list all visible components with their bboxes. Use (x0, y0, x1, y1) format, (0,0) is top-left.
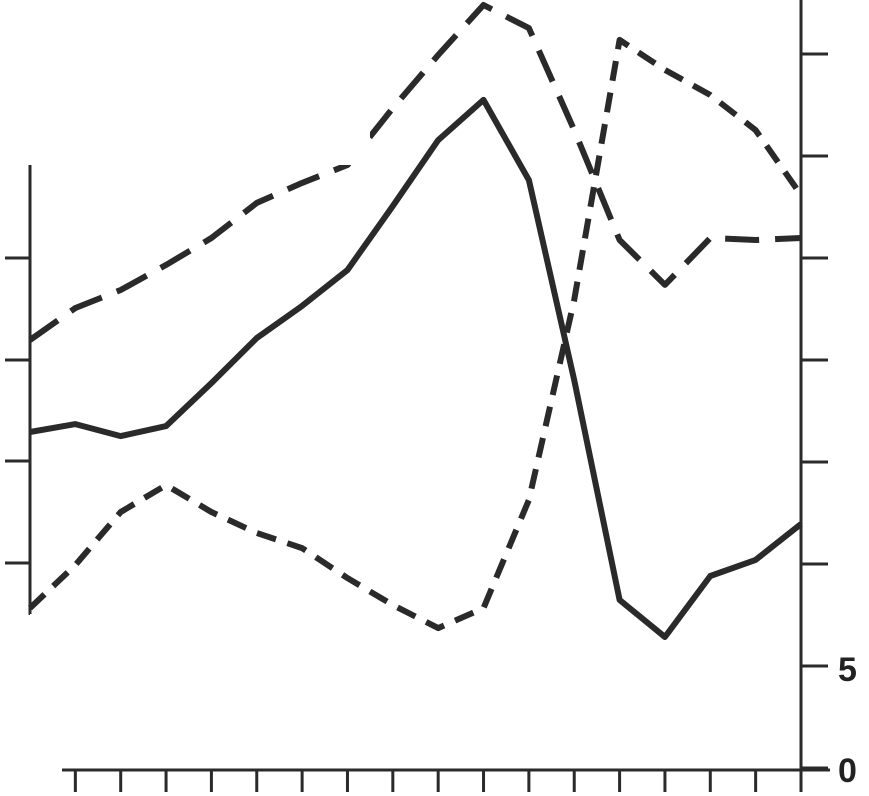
right-tick-label-1: 5 (838, 651, 857, 689)
x-ticks (73, 770, 803, 792)
series-line-short-dash (27, 36, 804, 632)
axes (28, 0, 830, 772)
right-ticks (801, 52, 828, 770)
right-tick-label-0: 0 (838, 752, 857, 790)
series-line-long-dash (28, 2, 802, 343)
series-line-solid (29, 96, 803, 640)
erased-corner (0, 616, 30, 656)
erased-label-1 (272, 378, 484, 408)
series-group (27, 2, 804, 640)
left-ticks (5, 256, 30, 565)
erased-label-2 (30, 614, 270, 640)
